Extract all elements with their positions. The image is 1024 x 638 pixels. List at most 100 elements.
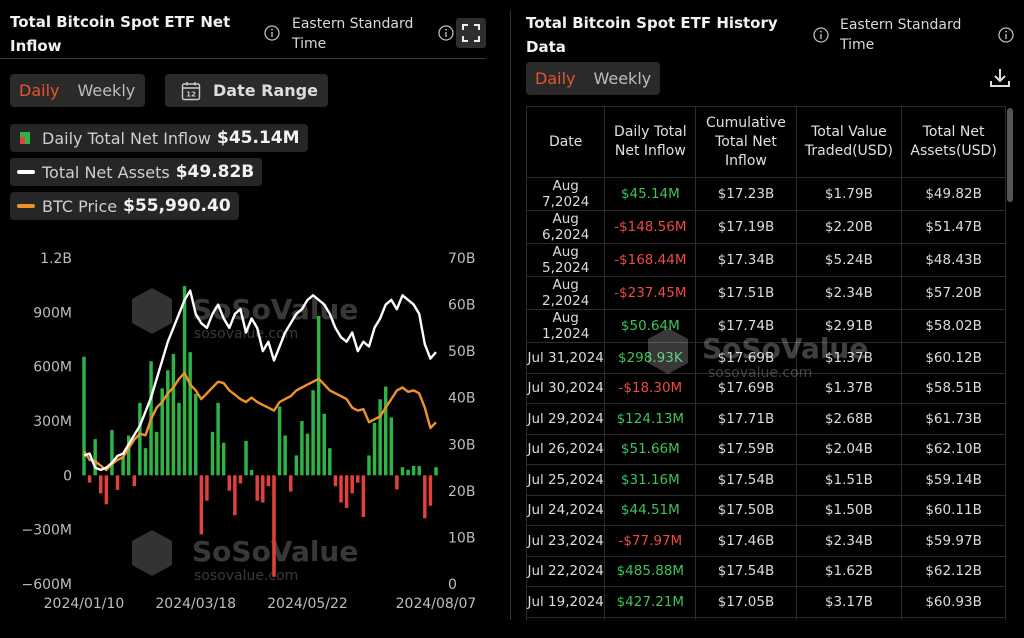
info-icon[interactable] <box>813 27 829 43</box>
bar <box>300 421 304 476</box>
y-tick-label: 1.2B <box>40 251 72 267</box>
y-tick-label: −300M <box>21 523 72 539</box>
y2-tick-label: 60B <box>448 298 475 314</box>
table-cell: Jul 31,2024 <box>526 342 606 374</box>
table-cell: Jul 29,2024 <box>526 403 606 435</box>
bar <box>395 475 399 490</box>
info-icon[interactable] <box>438 25 454 41</box>
legend-item: Daily Total Net Inflow $45.14M <box>10 124 308 152</box>
table-cell: $37.11M <box>604 616 697 620</box>
table-cell: $17.71B <box>695 403 797 435</box>
watermark-logo <box>132 530 172 576</box>
tab[interactable]: Weekly <box>593 69 652 88</box>
header-row: Date Daily Total Net Inflow Cumulative Tot… <box>526 106 1006 178</box>
date-range-label: Date Range <box>213 81 318 100</box>
divider <box>0 58 486 59</box>
bar <box>283 435 287 476</box>
table-cell: $60.11B <box>901 494 1006 526</box>
legend-label: Total Net Assets <box>42 162 170 182</box>
bar <box>423 475 427 519</box>
table-cell: $2.91B <box>795 309 903 343</box>
table-row: Jul 31,2024 $298.93K $17.69B $1.37B $60.12B <box>526 342 1006 374</box>
table-cell: $31.16M <box>604 464 697 496</box>
table-cell: Jul 25,2024 <box>526 464 606 496</box>
bar <box>143 448 148 476</box>
legend-value: $49.82B <box>175 162 255 182</box>
bar <box>126 435 131 476</box>
table-cell: Jul 24,2024 <box>526 494 606 526</box>
table-cell: Aug 7,2024 <box>526 177 606 211</box>
bar <box>400 467 405 476</box>
table-row: Jul 22,2024 $485.88M $17.54B $1.62B $62.12B <box>526 555 1006 587</box>
table-cell: -$18.30M <box>604 372 697 404</box>
bar <box>311 390 315 476</box>
table-cell: $17.69B <box>695 342 797 374</box>
bar <box>249 469 254 476</box>
bar <box>305 433 310 476</box>
bar <box>411 465 416 476</box>
table-row: Jul 23,2024 -$77.97M $17.46B $2.34B $59.97B <box>526 525 1006 557</box>
legend-icon <box>17 170 35 174</box>
column-header: Date <box>526 106 606 178</box>
date-range-button[interactable]: 12 Date Range <box>165 74 328 107</box>
timezone: Eastern Standard Time <box>840 17 962 53</box>
y2-tick-label: 70B <box>448 251 475 267</box>
legend-value: $55,990.40 <box>123 196 231 216</box>
tab[interactable]: Daily <box>19 81 60 100</box>
table-cell: $51.66M <box>604 433 697 465</box>
bar <box>316 315 321 476</box>
chart: SoSoValuesosovalue.comSoSoValuesosovalue… <box>21 251 476 612</box>
table-cell: $62.12B <box>901 555 1006 587</box>
bar <box>417 466 421 476</box>
table-cell: $58.02B <box>901 309 1006 343</box>
x-tick-label: 2024/01/10 <box>44 596 125 612</box>
bar <box>177 402 181 476</box>
info-icon[interactable] <box>264 25 280 41</box>
table-cell: $17.23B <box>695 177 797 211</box>
table-cell: $17.51B <box>695 276 797 310</box>
table-cell: Jul 26,2024 <box>526 433 606 465</box>
bar <box>205 475 209 501</box>
table-cell: Aug 1,2024 <box>526 309 606 343</box>
bar <box>294 455 299 476</box>
column-header: Total Value Traded(USD) <box>795 106 903 178</box>
tab-group: Daily Weekly <box>526 62 660 95</box>
bar <box>110 430 114 476</box>
download-button[interactable] <box>988 66 1012 90</box>
x-tick-label: 2024/03/18 <box>155 596 236 612</box>
y2-tick-label: 10B <box>448 530 475 546</box>
table-cell: $44.51M <box>604 494 697 526</box>
y-tick-label: 0 <box>63 468 72 484</box>
y2-tick-label: 40B <box>448 391 475 407</box>
bar <box>238 475 243 484</box>
bar <box>333 475 338 487</box>
table-cell: $57.20B <box>901 276 1006 310</box>
tab[interactable]: Weekly <box>77 81 136 100</box>
timezone: Eastern Standard Time <box>292 16 414 52</box>
legend-swatch <box>25 132 30 144</box>
bar <box>339 475 343 503</box>
table-cell: $1.41B <box>795 616 903 620</box>
table-row: Jul 24,2024 $44.51M $17.50B $1.50B $60.11B <box>526 494 1006 526</box>
table-cell: Jul 30,2024 <box>526 372 606 404</box>
scrollbar[interactable] <box>1007 108 1013 202</box>
table-cell: $485.88M <box>604 555 697 587</box>
legend-item: Total Net Assets $49.82B <box>10 158 263 186</box>
tab[interactable]: Daily <box>535 69 576 88</box>
column-header: Daily Total Net Inflow <box>604 106 697 178</box>
calendar-icon: 12 <box>181 81 201 100</box>
table-cell: $61.73B <box>901 403 1006 435</box>
line <box>82 371 437 472</box>
table-row: Aug 5,2024 -$168.44M $17.34B $5.24B $48.43B <box>526 243 1006 277</box>
info-icon[interactable] <box>998 27 1014 43</box>
table-cell: $2.04B <box>795 433 903 465</box>
table-cell: $17.19B <box>695 210 797 244</box>
table-cell: $60.93B <box>901 586 1006 618</box>
table-cell: $2.68B <box>795 403 903 435</box>
table-cell: Jul 19,2024 <box>526 586 606 618</box>
table-cell: -$77.97M <box>604 525 697 557</box>
expand-button[interactable] <box>456 18 486 48</box>
bar <box>367 455 371 476</box>
legend-swatch <box>20 132 25 144</box>
